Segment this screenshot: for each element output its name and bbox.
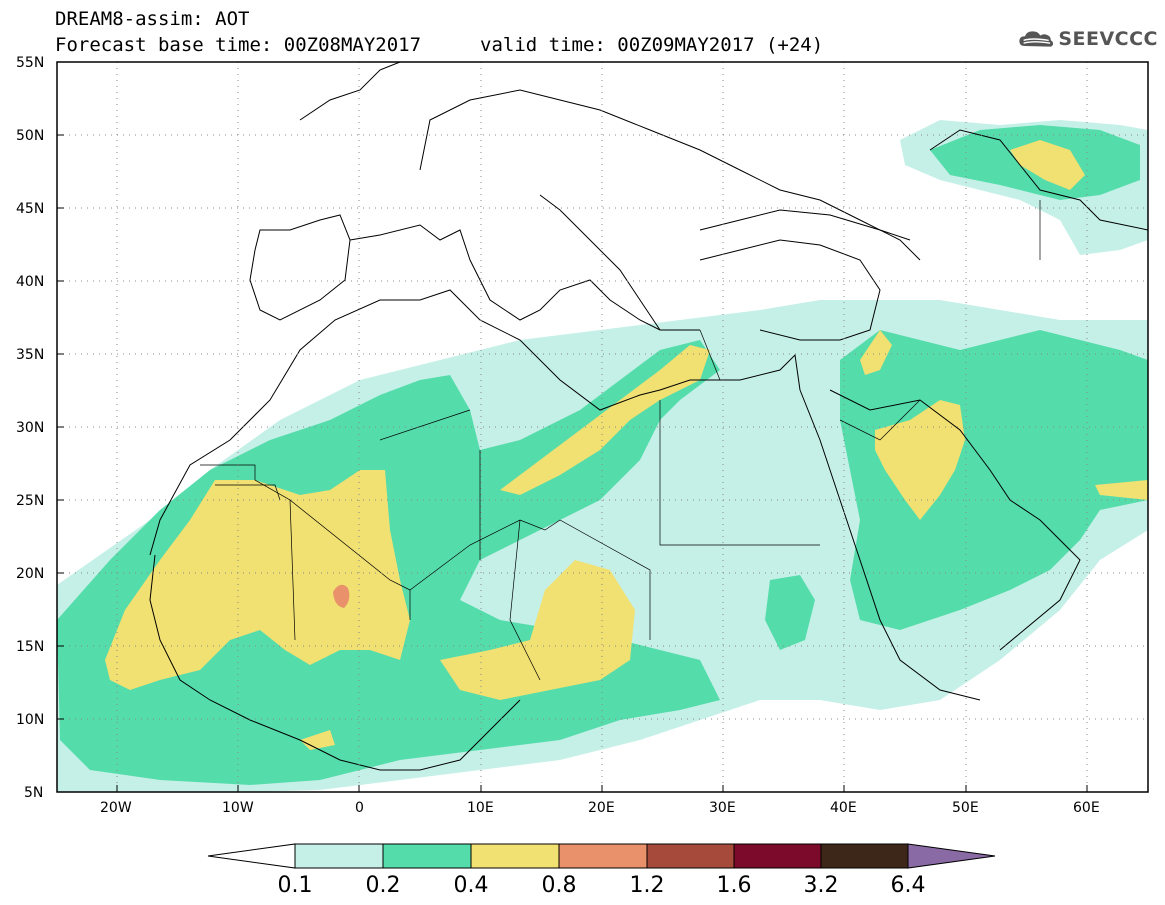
lon-label: 0	[355, 800, 364, 816]
lat-label: 40N	[16, 274, 45, 290]
colorbar-label: 0.8	[541, 873, 577, 898]
forecast-time-line: Forecast base time: 00Z08MAY2017 valid ti…	[55, 34, 823, 56]
chart-title: DREAM8-assim: AOT	[55, 8, 250, 30]
colorbar-bin	[294, 843, 384, 869]
colorbar-label: 3.2	[803, 873, 839, 898]
lon-label: 10E	[467, 800, 494, 816]
lat-label: 45N	[16, 201, 45, 217]
colorbar-bin	[382, 843, 472, 869]
seevccc-logo: SEEVCCC	[1018, 24, 1158, 54]
colorbar-bin	[733, 843, 822, 869]
lon-label: 20E	[588, 800, 615, 816]
colorbar-label: 0.2	[365, 873, 401, 898]
axis-ticks	[57, 134, 1088, 792]
colorbar-bin	[820, 843, 909, 869]
lat-label: 30N	[16, 420, 45, 436]
valid-time: valid time: 00Z09MAY2017 (+24)	[480, 34, 824, 56]
colorbar-bin	[646, 843, 735, 869]
colorbar-bin	[558, 843, 648, 869]
cloud-icon	[1019, 31, 1054, 47]
aot-level-0.4	[105, 140, 1148, 750]
colorbar-label: 1.6	[716, 873, 752, 898]
colorbar-label: 0.4	[453, 873, 489, 898]
colorbar-label: 0.1	[277, 873, 313, 898]
base-time: Forecast base time: 00Z08MAY2017	[55, 34, 422, 56]
lat-label: 10N	[16, 712, 45, 728]
lat-label: 55N	[16, 55, 45, 71]
colorbar-over-triangle	[907, 843, 996, 869]
lat-label: 20N	[16, 566, 45, 582]
lat-label: 50N	[16, 128, 45, 144]
colorbar-label: 1.2	[629, 873, 665, 898]
borders	[200, 200, 1041, 681]
colorbar	[207, 843, 996, 869]
logo-text: SEEVCCC	[1058, 28, 1158, 50]
colorbar-under-triangle	[207, 843, 296, 869]
lat-label: 25N	[16, 493, 45, 509]
colorbar-label: 6.4	[890, 873, 926, 898]
colorbar-bin	[470, 843, 560, 869]
lon-label: 10W	[222, 800, 254, 816]
lat-label: 15N	[16, 639, 45, 655]
lat-label: 35N	[16, 347, 45, 363]
lon-label: 20W	[100, 800, 132, 816]
aot-fields	[57, 120, 1148, 792]
lon-label: 60E	[1073, 800, 1100, 816]
lon-label: 50E	[952, 800, 979, 816]
lat-label: 5N	[24, 785, 44, 801]
lon-label: 40E	[830, 800, 857, 816]
aot-level-0.8	[333, 584, 350, 608]
lon-label: 30E	[709, 800, 736, 816]
